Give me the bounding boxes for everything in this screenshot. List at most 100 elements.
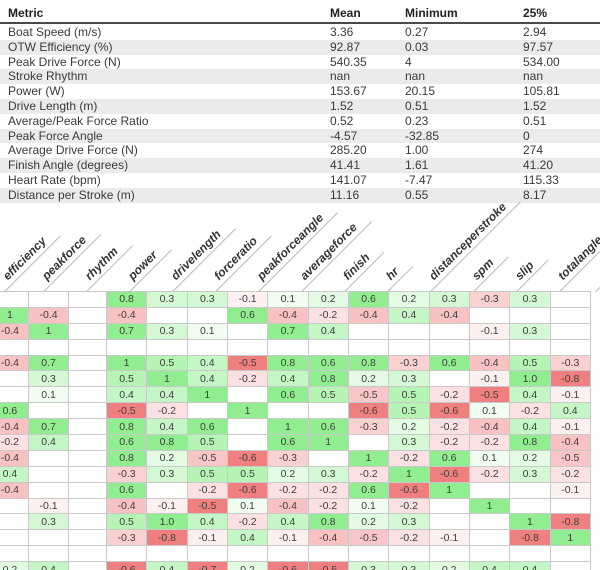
heatmap-cell: -0.2 — [428, 434, 470, 451]
heatmap-cell — [68, 545, 107, 563]
metric-name-cell: Distance per Stroke (m) — [8, 187, 135, 202]
heatmap-cell: -0.2 — [428, 386, 470, 404]
heatmap-col-label: averageforce — [289, 210, 372, 292]
heatmap-cell: -0.6 — [226, 449, 269, 467]
heatmap-row: -0.3 -0.8 -0.1 0.4 -0.1 -0.4 -0.5 -0.2 -0.1 -0.8 1 — [0, 529, 592, 547]
heatmap-cell — [146, 338, 188, 356]
heatmap-cell: 0.3 — [146, 291, 188, 308]
heatmap-cell: -0.2 — [509, 402, 551, 420]
minimum-value-cell: 0.23 — [405, 113, 429, 128]
heatmap-cell — [468, 481, 511, 499]
p25-value-cell: 274 — [523, 143, 544, 158]
heatmap-cell — [27, 529, 70, 547]
heatmap-cell: 0.4 — [267, 370, 309, 388]
heatmap-cell — [509, 481, 551, 499]
p25-value-cell: 1.52 — [523, 98, 547, 113]
heatmap-cell: 0.4 — [468, 561, 511, 570]
heatmap-cell: 1 — [186, 386, 228, 404]
metric-name-cell: Power (W) — [8, 84, 65, 99]
heatmap-cell: -0.1 — [226, 291, 269, 308]
metric-name-cell: Boat Speed (m/s) — [8, 25, 102, 39]
heatmap-cell — [347, 545, 390, 563]
mean-value-cell: 0.52 — [330, 113, 354, 128]
heatmap-cell: 0.5 — [388, 402, 430, 420]
heatmap-cell: -0.5 — [307, 561, 349, 570]
heatmap-cell: 0.3 — [347, 561, 390, 570]
heatmap-cell: 0.6 — [226, 306, 269, 324]
heatmap-cell: -0.4 — [0, 322, 29, 340]
heatmap-cell: 0.5 — [388, 386, 430, 404]
heatmap-cell — [549, 497, 592, 515]
heatmap-cell: -0.4 — [0, 418, 29, 436]
heatmap-cell — [27, 402, 70, 420]
heatmap-cell: -0.3 — [267, 449, 309, 467]
heatmap-cell — [27, 465, 70, 483]
heatmap-cell: 0.7 — [27, 418, 70, 436]
heatmap-cell — [468, 338, 511, 356]
heatmap-cell — [68, 370, 107, 388]
heatmap-row: -0.4 1 0.7 0.3 0.1 0.7 0.4 -0.1 0.3 — [0, 322, 592, 340]
metrics-summary-table: Metric Mean Minimum 25% Boat Speed (m/s)… — [0, 6, 600, 203]
heatmap-cell: 0.3 — [186, 291, 228, 308]
heatmap-cell: 0.6 — [428, 354, 470, 372]
heatmap-cell: 0.8 — [105, 449, 148, 467]
minimum-value-cell: 0.03 — [405, 39, 429, 54]
heatmap-cell — [509, 497, 551, 515]
mean-value-cell: nan — [330, 69, 351, 84]
heatmap-cell: 0.3 — [428, 291, 470, 308]
heatmap-cell — [186, 338, 228, 356]
heatmap-cell: -0.2 — [549, 465, 592, 483]
heatmap-cell — [186, 306, 228, 324]
heatmap-cell: -0.1 — [146, 497, 188, 515]
p25-value-cell: 41.20 — [523, 158, 554, 173]
heatmap-cell: 0.8 — [307, 513, 349, 531]
heatmap-cell: 0.4 — [267, 513, 309, 531]
heatmap-row: 0.6 -0.5 -0.2 1 -0.6 0.5 -0.6 0.1 -0.2 0.4 — [0, 402, 592, 420]
heatmap-cell — [146, 306, 188, 324]
heatmap-cell — [105, 338, 148, 356]
heatmap-cell — [549, 561, 592, 570]
heatmap-cell: -0.2 — [226, 370, 269, 388]
heatmap-cell: 0.3 — [509, 291, 551, 308]
heatmap-cell: 1 — [307, 434, 349, 451]
heatmap-cell — [307, 449, 349, 467]
heatmap-cell — [68, 561, 107, 570]
heatmap-row: 0.2 0.4 -0.6 0.4 -0.7 0.2 -0.6 -0.5 0.3 0.3 0.2 0.4… — [0, 561, 592, 570]
heatmap-cell — [68, 481, 107, 499]
heatmap-cell — [68, 434, 107, 451]
heatmap-cell — [68, 354, 107, 372]
heatmap-cell — [388, 545, 430, 563]
metric-name-cell: Peak Force Angle — [8, 128, 103, 143]
heatmap-cell: 0.5 — [226, 465, 269, 483]
heatmap-cell — [68, 465, 107, 483]
heatmap-cell — [468, 306, 511, 324]
heatmap-cell: -0.4 — [307, 529, 349, 547]
heatmap-cell: 0.3 — [509, 465, 551, 483]
minimum-value-cell: 0.51 — [405, 98, 429, 113]
heatmap-cell: -0.2 — [307, 306, 349, 324]
heatmap-cell: 0.7 — [267, 322, 309, 340]
heatmap-cell — [509, 306, 551, 324]
metric-name-cell: Drive Length (m) — [8, 98, 98, 113]
heatmap-cell — [68, 418, 107, 436]
heatmap-cell — [68, 402, 107, 420]
mean-value-cell: 11.16 — [330, 187, 360, 202]
heatmap-cell: 0.8 — [509, 434, 551, 451]
p25-value-cell: 2.94 — [523, 25, 547, 39]
heatmap-cell: -0.2 — [307, 497, 349, 515]
heatmap-cell: -0.3 — [105, 465, 148, 483]
mean-value-cell: 285.20 — [330, 143, 367, 158]
heatmap-cell: -0.1 — [27, 497, 70, 515]
heatmap-cell: -0.2 — [468, 465, 511, 483]
heatmap-row: -0.1 -0.4 -0.1 -0.5 0.1 -0.4 -0.2 0.1 -0.2 1 — [0, 497, 592, 515]
heatmap-cell — [428, 338, 470, 356]
heatmap-cell: -0.3 — [388, 354, 430, 372]
correlation-heatmap: 0.8 0.3 0.3 -0.1 0.1 0.2 0.6 0.2 0.3 -0.3 0.3 1 -0.4… — [0, 291, 592, 570]
heatmap-cell: 0.5 — [509, 354, 551, 372]
heatmap-cell: -0.8 — [509, 529, 551, 547]
metric-name-cell: Average/Peak Force Ratio — [8, 113, 149, 128]
heatmap-cell: -0.3 — [105, 529, 148, 547]
heatmap-cell: 0.3 — [307, 465, 349, 483]
heatmap-cell: 0.2 — [0, 561, 29, 570]
heatmap-cell: 0.2 — [347, 513, 390, 531]
